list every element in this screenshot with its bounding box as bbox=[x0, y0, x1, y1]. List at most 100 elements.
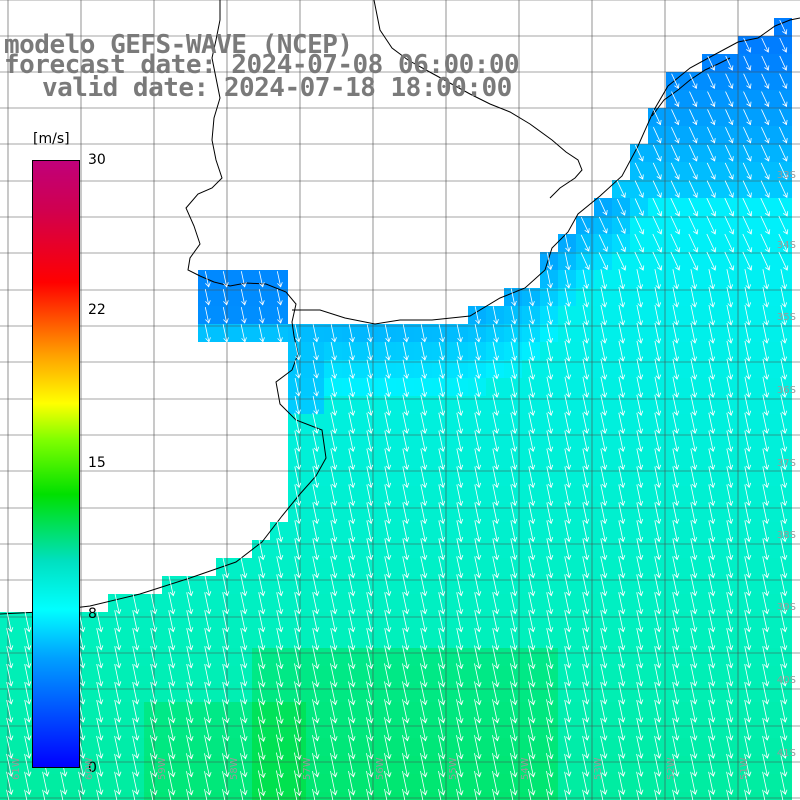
wind-arrow bbox=[492, 628, 498, 650]
wind-arrow bbox=[366, 341, 372, 361]
wind-arrow-head bbox=[655, 681, 662, 687]
wind-arrow-head bbox=[115, 627, 122, 633]
wind-arrow bbox=[438, 484, 444, 506]
wind-arrow bbox=[438, 717, 444, 741]
wind-arrow bbox=[276, 663, 282, 687]
wind-arrow-head bbox=[313, 645, 320, 651]
wind-arrow-head bbox=[421, 754, 428, 760]
wind-arrow-head bbox=[439, 591, 446, 597]
wind-arrow-head bbox=[565, 573, 572, 579]
wind-arrow bbox=[743, 91, 751, 107]
wind-arrow bbox=[402, 538, 408, 560]
wind-arrow bbox=[706, 233, 716, 253]
wind-arrow-head bbox=[349, 754, 356, 760]
wind-arrow bbox=[744, 574, 750, 596]
wind-arrow bbox=[672, 682, 678, 704]
wind-arrow-head bbox=[205, 627, 212, 633]
wind-arrow bbox=[708, 789, 712, 800]
wind-arrow bbox=[616, 198, 626, 216]
wind-arrow bbox=[456, 592, 462, 614]
wind-arrow bbox=[760, 197, 770, 217]
lon-label: 59W bbox=[157, 757, 168, 780]
wind-arrow bbox=[744, 340, 750, 362]
wind-arrow bbox=[636, 466, 642, 488]
wind-arrow bbox=[312, 556, 318, 578]
wind-arrow-head bbox=[241, 573, 248, 579]
wind-arrow-head bbox=[295, 500, 302, 507]
wind-arrow-head bbox=[673, 663, 680, 669]
wind-arrow bbox=[438, 699, 444, 723]
colorbar bbox=[32, 160, 80, 768]
wind-arrow-head bbox=[637, 302, 644, 308]
wind-arrow bbox=[510, 556, 516, 578]
wind-arrow bbox=[456, 412, 462, 434]
wind-arrow bbox=[528, 699, 534, 723]
wind-arrow bbox=[384, 771, 390, 795]
wind-arrow-head bbox=[260, 718, 266, 725]
wind-arrow-head bbox=[475, 355, 481, 361]
wind-arrow bbox=[330, 663, 336, 687]
wind-arrow-head bbox=[620, 246, 626, 253]
wind-arrow-head bbox=[727, 428, 734, 434]
wind-arrow bbox=[636, 287, 642, 307]
wind-arrow-head bbox=[655, 446, 662, 453]
wind-arrow bbox=[708, 682, 714, 704]
wind-arrow-head bbox=[439, 790, 446, 796]
wind-arrow bbox=[690, 448, 696, 470]
wind-arrow bbox=[384, 377, 390, 397]
wind-arrow bbox=[600, 753, 606, 777]
wind-arrow bbox=[564, 430, 570, 452]
wind-arrow-head bbox=[674, 211, 681, 217]
wind-arrow bbox=[6, 717, 12, 741]
wind-arrow bbox=[636, 735, 642, 759]
wind-arrow bbox=[672, 556, 678, 578]
wind-arrow-head bbox=[331, 410, 338, 416]
wind-arrow-head bbox=[475, 573, 482, 579]
wind-arrow-head bbox=[313, 464, 320, 471]
wind-arrow-head bbox=[241, 699, 248, 705]
wind-arrow-head bbox=[529, 573, 536, 579]
wind-arrow bbox=[438, 430, 444, 452]
wind-arrow bbox=[402, 735, 408, 759]
wind-arrow bbox=[402, 681, 408, 705]
wind-arrow bbox=[780, 466, 786, 488]
lat-label: 35S bbox=[776, 312, 796, 323]
wind-arrow bbox=[204, 789, 208, 800]
wind-arrow-head bbox=[223, 663, 230, 669]
wind-arrow-head bbox=[223, 645, 230, 651]
wind-arrow-head bbox=[691, 717, 698, 723]
wind-arrow-head bbox=[493, 482, 500, 489]
wind-arrow-head bbox=[529, 700, 536, 706]
wind-arrow bbox=[384, 663, 390, 687]
wind-arrow bbox=[762, 556, 768, 578]
wind-arrow-head bbox=[601, 681, 608, 687]
wind-arrow bbox=[564, 717, 570, 741]
wind-arrow-head bbox=[439, 536, 446, 543]
wind-arrow-head bbox=[746, 229, 753, 235]
colorbar-unit: [m/s] bbox=[33, 131, 70, 147]
wind-arrow-head bbox=[367, 554, 374, 561]
wind-arrow bbox=[348, 377, 354, 397]
wind-arrow-head bbox=[619, 699, 626, 705]
wind-arrow bbox=[474, 394, 480, 416]
colorbar-gradient bbox=[33, 161, 79, 767]
wind-arrow bbox=[670, 180, 680, 198]
wind-arrow-head bbox=[313, 428, 320, 434]
wind-arrow-head bbox=[673, 428, 680, 434]
wind-arrow bbox=[600, 520, 606, 542]
wind-arrow bbox=[294, 520, 300, 542]
wind-arrow bbox=[420, 520, 426, 542]
wind-arrow-head bbox=[385, 790, 392, 796]
wind-arrow bbox=[420, 592, 426, 614]
wind-arrow bbox=[546, 466, 552, 488]
wind-arrow-head bbox=[692, 229, 699, 235]
wind-arrow-head bbox=[655, 518, 662, 525]
wind-arrow-head bbox=[583, 302, 590, 308]
wind-arrow-head bbox=[511, 536, 518, 543]
wind-speed-cell bbox=[612, 792, 630, 800]
wind-arrow-head bbox=[745, 663, 752, 669]
wind-arrow-head bbox=[367, 410, 374, 416]
wind-arrow bbox=[510, 412, 516, 434]
wind-arrow bbox=[672, 412, 678, 434]
wind-arrow bbox=[456, 610, 462, 632]
